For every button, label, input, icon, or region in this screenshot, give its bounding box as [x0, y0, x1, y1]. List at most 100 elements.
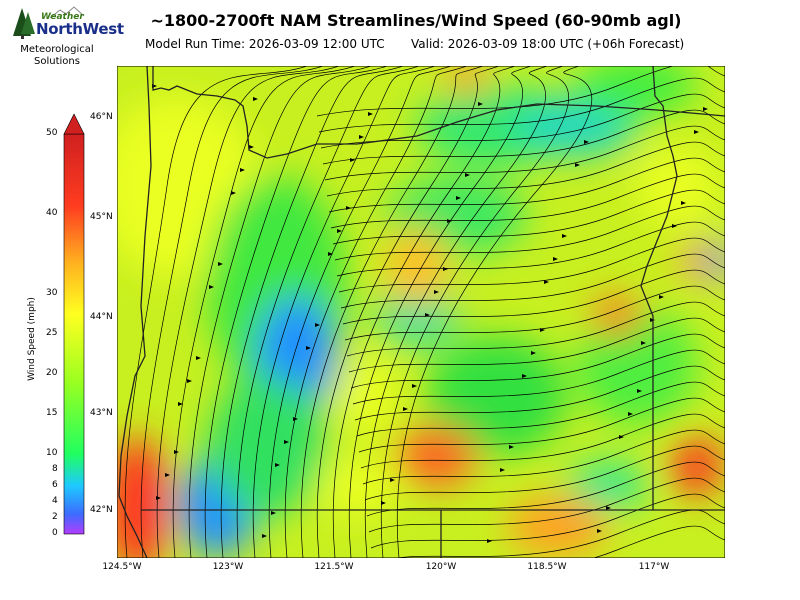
streamline	[394, 509, 725, 558]
streamline	[330, 173, 725, 229]
streamline-arrow	[606, 506, 611, 510]
lon-label: 123°W	[212, 562, 244, 572]
streamline-arrow	[231, 191, 236, 195]
streamline	[340, 253, 725, 309]
streamline	[320, 93, 725, 149]
colorbar-tick-label: 30	[46, 288, 58, 298]
streamline	[350, 333, 725, 389]
streamline	[328, 157, 725, 213]
streamline	[268, 66, 452, 558]
streamline	[364, 445, 725, 501]
streamline-arrow	[522, 374, 527, 378]
streamlines	[124, 66, 725, 558]
streamline-arrow	[178, 402, 183, 406]
colorbar-title: Wind Speed (mph)	[27, 297, 37, 381]
streamline	[346, 301, 725, 357]
colorbar-tick-label: 8	[52, 464, 58, 474]
streamline-arrow	[350, 158, 355, 162]
streamline-arrow	[681, 201, 686, 205]
logo-text-main: NorthWest	[36, 20, 124, 38]
streamline-arrow	[447, 219, 452, 223]
streamline-arrow	[381, 501, 386, 505]
mountain-icon	[50, 6, 85, 19]
streamline-arrow	[346, 206, 351, 210]
streamline-arrow	[509, 445, 514, 449]
streamline	[124, 66, 308, 558]
streamline	[342, 269, 725, 325]
state-borders	[118, 66, 725, 558]
streamline	[366, 461, 725, 517]
streamline	[364, 66, 548, 558]
streamline-arrow	[641, 341, 646, 345]
logo-subtitle: Meteorological Solutions	[20, 44, 94, 67]
streamline	[356, 381, 725, 437]
streamline-arrow	[412, 384, 417, 388]
colorbar-tick-label: 25	[46, 328, 58, 338]
streamline-arrow	[187, 379, 192, 383]
streamline-arrow	[562, 234, 567, 238]
streamline-arrow	[174, 450, 179, 454]
streamline	[396, 66, 593, 558]
streamline-arrow	[165, 473, 170, 477]
lon-label: 117°W	[638, 562, 670, 572]
streamline-arrow	[359, 135, 364, 139]
streamline-arrow	[368, 112, 373, 116]
streamline-arrow	[584, 140, 589, 144]
streamline-arrow	[249, 145, 254, 149]
streamline	[360, 413, 725, 469]
streamline	[172, 66, 356, 558]
streamline-arrow	[156, 496, 161, 500]
streamline	[354, 365, 725, 421]
streamline	[334, 205, 725, 261]
streamline	[344, 285, 725, 341]
streamline	[300, 66, 484, 558]
streamline-arrow	[315, 323, 320, 327]
streamline-arrow	[293, 417, 298, 421]
streamline-arrow	[328, 252, 333, 256]
streamline	[188, 66, 372, 558]
streamline	[252, 66, 436, 558]
streamline	[316, 66, 500, 558]
lat-label: 46°N	[90, 112, 113, 122]
streamline	[358, 397, 725, 453]
streamline-arrow	[540, 328, 545, 332]
streamline	[332, 189, 725, 245]
streamline	[326, 141, 725, 197]
streamline	[322, 109, 725, 165]
streamline	[236, 66, 420, 558]
streamline-arrow	[619, 435, 624, 439]
streamline-arrow	[209, 285, 214, 289]
colorbar-tick-label: 15	[46, 408, 58, 418]
streamline	[362, 429, 725, 485]
model-run-time: Model Run Time: 2026-03-09 12:00 UTC	[145, 37, 385, 51]
logo: Weather NorthWest Meteorological Solutio…	[10, 6, 124, 68]
streamline-arrow	[434, 290, 439, 294]
colorbar-tick-label: 4	[52, 496, 58, 506]
colorbar-tick-label: 0	[52, 528, 58, 538]
streamline-arrow	[553, 257, 558, 261]
streamline	[368, 477, 725, 533]
streamline-arrow	[403, 407, 408, 411]
streamline-arrow	[637, 389, 642, 393]
streamline	[336, 221, 725, 277]
streamline-arrow	[628, 412, 633, 416]
valid-time: Valid: 2026-03-09 18:00 UTC (+06h Foreca…	[411, 37, 685, 51]
streamline-arrow	[253, 97, 258, 101]
streamline-arrow	[478, 102, 483, 106]
colorbar-tick-label: 2	[52, 512, 58, 522]
streamline-arrow	[456, 196, 461, 200]
streamline-arrow	[196, 356, 201, 360]
streamline-arrow	[425, 313, 430, 317]
streamline-arrow	[218, 262, 223, 266]
streamline	[370, 493, 725, 549]
streamline	[324, 125, 725, 181]
streamline	[316, 66, 725, 117]
streamline-arrow	[575, 163, 580, 167]
streamline	[220, 66, 404, 558]
streamline-arrow	[443, 267, 448, 271]
streamline	[380, 66, 569, 558]
tree-icon	[13, 8, 35, 39]
streamline-arrow	[284, 440, 289, 444]
lon-label: 124.5°W	[102, 562, 142, 572]
streamline-arrow	[694, 130, 699, 134]
